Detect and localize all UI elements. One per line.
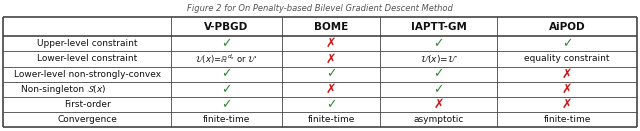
Text: Upper-level constraint: Upper-level constraint (37, 39, 138, 48)
Text: ✓: ✓ (221, 83, 232, 96)
Text: BOME: BOME (314, 22, 348, 32)
Text: AiPOD: AiPOD (548, 22, 586, 32)
Text: ✗: ✗ (562, 98, 572, 111)
Text: finite-time: finite-time (307, 115, 355, 124)
Text: $\mathcal{U}(x)\!=\!\mathbb{R}^{d_x}$ or $\mathcal{U}$: $\mathcal{U}(x)\!=\!\mathbb{R}^{d_x}$ or… (195, 52, 258, 66)
Text: ✓: ✓ (326, 68, 337, 81)
Text: ✓: ✓ (221, 98, 232, 111)
Text: ✗: ✗ (562, 68, 572, 81)
Text: ✓: ✓ (433, 37, 444, 50)
Text: Convergence: Convergence (57, 115, 117, 124)
Text: ✓: ✓ (221, 68, 232, 81)
Text: asymptotic: asymptotic (413, 115, 464, 124)
Text: V-PBGD: V-PBGD (204, 22, 249, 32)
Text: Lower-level non-strongly-convex: Lower-level non-strongly-convex (13, 70, 161, 79)
Text: ✗: ✗ (433, 98, 444, 111)
Text: First-order: First-order (64, 100, 111, 109)
Text: Figure 2 for On Penalty-based Bilevel Gradient Descent Method: Figure 2 for On Penalty-based Bilevel Gr… (187, 4, 453, 13)
Text: ✓: ✓ (326, 98, 337, 111)
Text: finite-time: finite-time (203, 115, 250, 124)
Text: ✗: ✗ (326, 53, 337, 66)
Text: Lower-level constraint: Lower-level constraint (37, 54, 137, 64)
Text: $\mathcal{S}(x)$: $\mathcal{S}(x)$ (87, 83, 106, 95)
Text: finite-time: finite-time (543, 115, 591, 124)
Text: ✓: ✓ (562, 37, 572, 50)
Text: ✗: ✗ (326, 37, 337, 50)
Text: equality constraint: equality constraint (524, 54, 610, 64)
Text: ✓: ✓ (433, 83, 444, 96)
Text: ✓: ✓ (433, 68, 444, 81)
Text: ✗: ✗ (562, 83, 572, 96)
Text: ✓: ✓ (221, 37, 232, 50)
Text: ✗: ✗ (326, 83, 337, 96)
Text: IAPTT-GM: IAPTT-GM (411, 22, 467, 32)
FancyBboxPatch shape (3, 17, 637, 127)
Text: Non-singleton: Non-singleton (21, 85, 87, 94)
Text: $\mathcal{U}(x)\!=\!\mathcal{U}$: $\mathcal{U}(x)\!=\!\mathcal{U}$ (420, 53, 458, 65)
